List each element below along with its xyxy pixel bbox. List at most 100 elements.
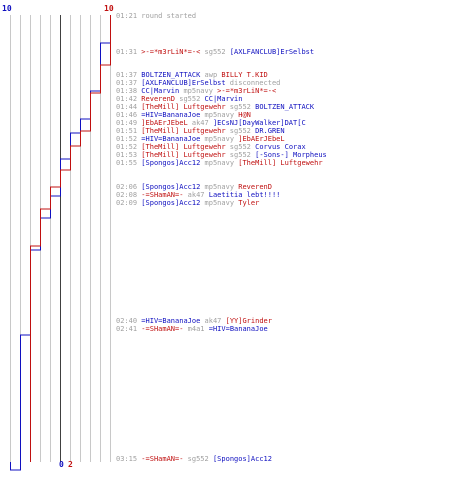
log-row: 01:55 [Spongos]Acc12 mp5navy [TheMill] L… xyxy=(116,159,323,167)
log-player-name: =HIV=BananaJoe xyxy=(141,317,201,325)
log-time: 01:21 xyxy=(116,12,138,20)
log-player-name: =HIV=BananaJoe xyxy=(208,325,268,333)
log-time: 01:52 xyxy=(116,143,138,151)
log-player-name: H@N xyxy=(238,111,251,119)
log-player-name: >-=*m3rLiN*=-< xyxy=(141,48,201,56)
log-weapon: sg552 xyxy=(175,95,205,103)
log-player-name: -=SHamAN=- xyxy=(141,455,184,463)
log-player-name: CC|Marvin xyxy=(204,95,243,103)
log-row: 01:49 ]EbAErJEbeL ak47 ]ECsNJ[DayWalker]… xyxy=(116,119,306,127)
log-time: 01:42 xyxy=(116,95,138,103)
log-player-name: [TheMill] Luftgewehr xyxy=(141,127,226,135)
log-time: 01:44 xyxy=(116,103,138,111)
log-player-name: Laetitia lebt!!!! xyxy=(208,191,281,199)
log-weapon: sg552 xyxy=(225,103,256,111)
log-player-name: [Spongos]Acc12 xyxy=(212,455,272,463)
log-row: 01:31 >-=*m3rLiN*=-< sg552 [AXLFANCLUB]E… xyxy=(116,48,314,56)
log-player-name: [Spongos]Acc12 xyxy=(141,199,201,207)
red-team-end-count: 2 xyxy=(68,460,73,469)
log-row: 02:09 [Spongos]Acc12 mp5navy Tyler xyxy=(116,199,259,207)
blue-team-end-count: 0 xyxy=(59,460,64,469)
log-row: 01:46 =HIV=BananaJoe mp5navy H@N xyxy=(116,111,251,119)
log-row: 02:41 -=SHamAN=- m4a1 =HIV=BananaJoe xyxy=(116,325,268,333)
log-time: 01:31 xyxy=(116,48,138,56)
log-player-name: BOLTZEN_ATTACK xyxy=(141,71,201,79)
log-time: 01:53 xyxy=(116,151,138,159)
log-weapon: mp5navy xyxy=(200,183,239,191)
log-player-name: BOLTZEN_ATTACK xyxy=(255,103,315,111)
log-weapon: mp5navy xyxy=(200,199,239,207)
log-row: 01:52 =HIV=BananaJoe mp5navy ]EbAErJEbeL xyxy=(116,135,285,143)
log-player-name: [Spongos]Acc12 xyxy=(141,183,201,191)
log-player-name: [AXLFANCLUB]ErSelbst xyxy=(229,48,315,56)
log-player-name: -=SHamAN=- xyxy=(141,325,184,333)
log-player-name: [AXLFANCLUB]ErSelbst xyxy=(141,79,226,87)
log-time: 02:40 xyxy=(116,317,138,325)
red-team-line xyxy=(30,15,111,462)
log-time: 02:08 xyxy=(116,191,138,199)
log-weapon: m4a1 xyxy=(183,325,209,333)
log-time: 03:15 xyxy=(116,455,138,463)
log-time: 01:52 xyxy=(116,135,138,143)
log-time: 01:37 xyxy=(116,79,138,87)
log-time: 01:49 xyxy=(116,119,138,127)
log-player-name: [TheMill] Luftgewehr xyxy=(141,151,226,159)
log-weapon: mp5navy xyxy=(200,159,239,167)
log-player-name: ReverenD xyxy=(238,183,272,191)
log-weapon: mp5navy xyxy=(200,135,239,143)
blue-team-start-count: 10 xyxy=(2,4,12,13)
log-player-name: ]EbAErJEbeL xyxy=(238,135,285,143)
log-player-name: =HIV=BananaJoe xyxy=(141,135,201,143)
log-player-name: [-Sons-] Morpheus xyxy=(255,151,327,159)
log-player-name: Corvus Corax xyxy=(255,143,306,151)
log-row: 01:37 [AXLFANCLUB]ErSelbst disconnected xyxy=(116,79,280,87)
log-time: 02:09 xyxy=(116,199,138,207)
log-weapon: sg552 xyxy=(225,151,256,159)
log-weapon: mp5navy xyxy=(200,111,239,119)
log-time: 01:38 xyxy=(116,87,138,95)
log-player-name: -=SHamAN=- xyxy=(141,191,184,199)
log-player-name: [TheMill] Luftgewehr xyxy=(141,143,226,151)
log-player-name: >-=*m3rLiN*=-< xyxy=(217,87,277,95)
log-row: 03:15 -=SHamAN=- sg552 [Spongos]Acc12 xyxy=(116,455,272,463)
log-time: 02:41 xyxy=(116,325,138,333)
log-row: 02:08 -=SHamAN=- ak47 Laetitia lebt!!!! xyxy=(116,191,280,199)
log-weapon: ak47 xyxy=(183,191,209,199)
log-player-name: DR.GREN xyxy=(255,127,285,135)
log-weapon: sg552 xyxy=(183,455,213,463)
log-row: 01:21 round started xyxy=(116,12,196,20)
log-weapon: sg552 xyxy=(225,127,256,135)
log-player-name: Tyler xyxy=(238,199,260,207)
log-player-name: [Spongos]Acc12 xyxy=(141,159,201,167)
log-weapon: awp xyxy=(200,71,222,79)
log-row: 01:51 [TheMill] Luftgewehr sg552 DR.GREN xyxy=(116,127,285,135)
log-player-name: CC|Marvin xyxy=(141,87,180,95)
log-player-name: ]EbAErJEbeL xyxy=(141,119,188,127)
log-player-name: [YY]Grinder xyxy=(225,317,272,325)
log-weapon: sg552 xyxy=(225,143,256,151)
log-row: 01:52 [TheMill] Luftgewehr sg552 Corvus … xyxy=(116,143,306,151)
log-time: 02:06 xyxy=(116,183,138,191)
log-row: 01:37 BOLTZEN_ATTACK awp BILLY T.KID xyxy=(116,71,268,79)
log-row: 01:53 [TheMill] Luftgewehr sg552 [-Sons-… xyxy=(116,151,327,159)
log-player-name: =HIV=BananaJoe xyxy=(141,111,201,119)
red-team-start-count: 10 xyxy=(104,4,114,13)
log-time: 01:37 xyxy=(116,71,138,79)
log-time: 01:55 xyxy=(116,159,138,167)
log-row: 02:06 [Spongos]Acc12 mp5navy ReverenD xyxy=(116,183,272,191)
log-row: 02:40 =HIV=BananaJoe ak47 [YY]Grinder xyxy=(116,317,272,325)
log-row: 01:38 CC|Marvin mp5navy >-=*m3rLiN*=-< xyxy=(116,87,276,95)
log-player-name: ]ECsNJ[DayWalker]DAT[C xyxy=(212,119,306,127)
log-row: 01:42 ReverenD sg552 CC|Marvin xyxy=(116,95,242,103)
log-player-name: [TheMill] Luftgewehr xyxy=(238,159,323,167)
log-player-name: ReverenD xyxy=(141,95,176,103)
log-row: 01:44 [TheMill] Luftgewehr sg552 BOLTZEN… xyxy=(116,103,314,111)
log-weapon: round started xyxy=(141,12,197,20)
log-weapon: disconnected xyxy=(225,79,281,87)
log-player-name: [TheMill] Luftgewehr xyxy=(141,103,226,111)
log-weapon: sg552 xyxy=(200,48,230,56)
log-time: 01:51 xyxy=(116,127,138,135)
log-time: 01:46 xyxy=(116,111,138,119)
kill-timeline-chart xyxy=(10,15,111,471)
log-weapon: ak47 xyxy=(200,317,226,325)
